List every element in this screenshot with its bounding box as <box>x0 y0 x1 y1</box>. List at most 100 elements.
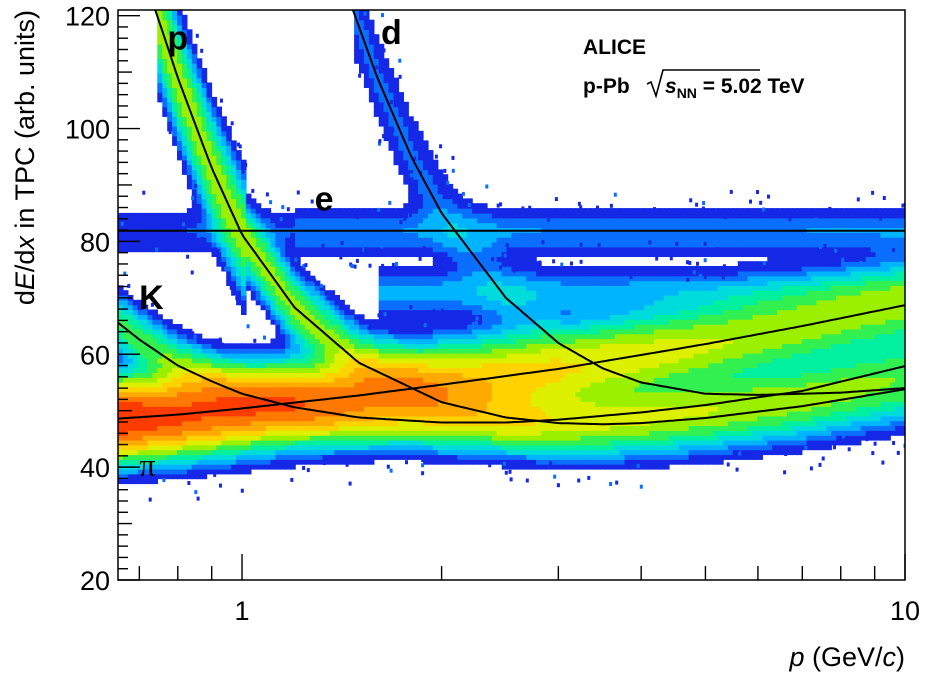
heatmap-cell <box>172 48 178 55</box>
heatmap-cell <box>418 198 424 204</box>
heatmap-cell <box>432 454 439 460</box>
heatmap-cell <box>309 348 316 354</box>
heatmap-cell <box>447 295 454 301</box>
heatmap-cell <box>241 348 247 354</box>
heatmap-cell <box>241 174 247 180</box>
heatmap-cell <box>206 410 213 417</box>
heatmap-cell <box>506 444 513 451</box>
heatmap-cell <box>432 217 439 224</box>
heatmap-cell <box>157 29 163 35</box>
heatmap-cell <box>344 391 350 398</box>
heatmap-cell <box>167 406 173 412</box>
heatmap-cell <box>373 39 380 45</box>
heatmap-cell <box>437 372 444 378</box>
heatmap-cell <box>152 396 158 402</box>
heatmap-cell <box>467 208 473 214</box>
heatmap-cell <box>541 309 547 315</box>
heatmap-cell <box>122 241 129 248</box>
heatmap-cell <box>285 430 291 436</box>
heatmap-cell <box>398 150 404 156</box>
heatmap-cell <box>526 324 532 330</box>
heatmap-cell <box>177 241 183 248</box>
heatmap-cell <box>339 439 345 446</box>
heatmap-cell <box>137 304 144 311</box>
heatmap-cell <box>241 372 247 378</box>
heatmap-cell <box>511 217 518 224</box>
heatmap-cell <box>167 24 173 30</box>
heatmap-cell <box>201 169 208 175</box>
heatmap-cell <box>157 241 163 248</box>
heatmap-cell <box>319 386 326 393</box>
heatmap-cell <box>122 343 129 349</box>
heatmap-cell <box>324 299 331 306</box>
heatmap-cell <box>432 212 439 219</box>
heatmap-cell <box>511 241 518 248</box>
heatmap-cell <box>167 212 173 219</box>
heatmap-cell <box>447 280 454 286</box>
heatmap-cell <box>226 232 232 238</box>
heatmap-cell <box>241 309 247 315</box>
heatmap-cell <box>201 212 208 219</box>
heatmap-cell <box>491 459 498 465</box>
heatmap-cell <box>359 10 365 16</box>
heatmap-cell <box>265 217 272 224</box>
heatmap-cell <box>260 425 267 431</box>
heatmap-cell <box>482 459 488 465</box>
heatmap-cell <box>536 290 542 296</box>
heatmap-cell <box>550 290 557 296</box>
heatmap-cell <box>359 362 365 369</box>
heatmap-cell <box>285 338 291 344</box>
heatmap-cell <box>167 454 173 460</box>
heatmap-cell <box>285 222 291 228</box>
heatmap-cell <box>172 34 178 40</box>
heatmap-cell <box>309 391 316 398</box>
heatmap-cell <box>334 299 340 306</box>
heatmap-cell <box>531 410 537 417</box>
heatmap-cell <box>245 391 252 398</box>
heatmap-cell <box>137 410 144 417</box>
heatmap-cell <box>275 338 281 344</box>
heatmap-cell <box>378 372 385 378</box>
heatmap-cell <box>373 449 380 456</box>
heatmap-cell <box>398 159 404 166</box>
heatmap-cell <box>162 372 168 378</box>
heatmap-cell <box>442 309 449 315</box>
heatmap-cell <box>363 338 370 344</box>
heatmap-cell <box>432 338 439 344</box>
heatmap-cell <box>221 425 227 431</box>
heatmap-cell <box>363 410 370 417</box>
heatmap-cell <box>432 459 439 465</box>
heatmap-cell <box>482 241 488 248</box>
heatmap-cell <box>181 459 188 465</box>
heatmap-cell <box>172 338 178 344</box>
heatmap-cell <box>349 241 355 248</box>
heatmap-cell <box>236 285 242 291</box>
heatmap-cell <box>388 406 395 412</box>
heatmap-cell <box>491 251 498 257</box>
heatmap-cell <box>501 333 508 340</box>
heatmap-cell <box>516 420 522 427</box>
heatmap-cell <box>314 406 321 412</box>
heatmap-cell <box>491 372 498 378</box>
heatmap-cell <box>403 415 409 422</box>
heatmap-cell <box>304 208 311 214</box>
heatmap-cell <box>447 217 454 224</box>
heatmap-cell <box>496 372 503 378</box>
heatmap-cell <box>388 377 395 383</box>
heatmap-cell <box>221 164 227 171</box>
heatmap-cell <box>206 406 213 412</box>
heatmap-cell <box>226 246 232 253</box>
heatmap-cell <box>245 357 252 364</box>
heatmap-cell <box>137 348 144 354</box>
heatmap-cell <box>349 222 355 228</box>
heatmap-cell <box>511 430 518 436</box>
heatmap-cell <box>339 237 345 243</box>
heatmap-cell <box>501 464 508 470</box>
heatmap-cell <box>452 348 459 354</box>
heatmap-cell <box>491 406 498 412</box>
heatmap-cell <box>354 444 360 451</box>
heatmap-cell <box>122 357 129 364</box>
heatmap-cell <box>196 63 203 69</box>
heatmap-cell <box>216 164 222 171</box>
